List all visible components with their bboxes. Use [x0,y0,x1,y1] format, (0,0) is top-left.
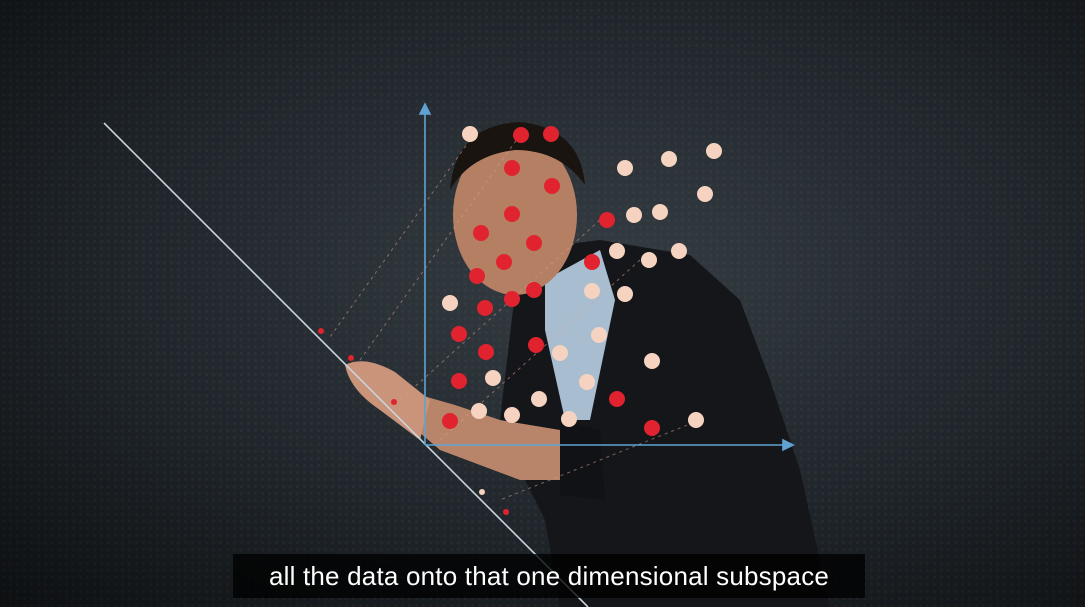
data-point [544,178,560,194]
data-point [661,151,677,167]
projection-line [399,219,601,401]
data-point [442,295,458,311]
projected-point [391,399,397,405]
data-point [496,254,512,270]
red-points [442,126,660,436]
data-point [617,286,633,302]
projection-line [329,139,471,338]
axes [418,102,795,452]
data-point [644,353,660,369]
data-point [697,186,713,202]
presenter-hand [345,361,430,440]
data-point [504,206,520,222]
data-point [485,370,501,386]
projected-point [318,328,324,334]
data-point [626,207,642,223]
projected-point [503,509,509,515]
data-point [591,327,607,343]
projected-point [479,489,485,495]
subtitle-text: all the data onto that one dimensional s… [268,560,830,591]
data-point [462,126,478,142]
data-point [644,420,660,436]
data-point [609,391,625,407]
data-point [528,337,544,353]
data-point [641,252,657,268]
data-point [579,374,595,390]
data-point [442,413,458,429]
data-point [706,143,722,159]
data-point [451,326,467,342]
data-point [617,160,633,176]
presenter-figure [345,122,830,607]
data-point [584,283,600,299]
data-point [652,204,668,220]
data-point [473,225,489,241]
data-point [504,407,520,423]
data-point [552,345,568,361]
data-point [471,403,487,419]
data-point [526,282,542,298]
data-point [478,344,494,360]
y-axis-arrow [418,102,432,115]
data-point [561,411,577,427]
data-point [513,127,529,143]
projection-line [499,419,701,501]
data-point [504,160,520,176]
data-point [504,291,520,307]
projected-points [318,328,509,515]
data-point [451,373,467,389]
data-point [599,212,615,228]
presenter-sleeve [560,420,605,500]
data-point [543,126,559,142]
data-point [671,243,687,259]
data-point [469,268,485,284]
projected-point [348,355,354,361]
light-points [442,126,722,428]
data-point [609,243,625,259]
subtitle-box: all the data onto that one dimensional s… [233,554,865,598]
data-point [531,391,547,407]
x-axis-arrow [782,438,795,452]
subspace-line [103,122,589,607]
data-point [688,412,704,428]
data-point [526,235,542,251]
data-point [477,300,493,316]
data-point [584,254,600,270]
